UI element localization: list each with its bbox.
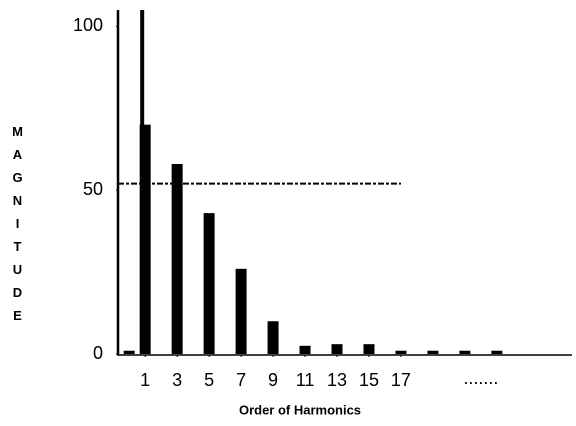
- bar: [267, 321, 279, 354]
- x-tick-label: 17: [391, 370, 411, 390]
- x-tick-label: 1: [140, 370, 150, 390]
- y-tick-label: 50: [83, 179, 103, 199]
- y-tick-label: 100: [73, 15, 103, 35]
- bar: [395, 350, 407, 354]
- bar: [299, 345, 311, 354]
- x-tick-label: 3: [172, 370, 182, 390]
- x-tick-label: 7: [236, 370, 246, 390]
- bar: [427, 350, 439, 354]
- bar: [459, 350, 471, 354]
- x-axis-label: Order of Harmonics: [239, 402, 361, 417]
- annotation: .......: [463, 368, 498, 388]
- bar: [203, 213, 215, 354]
- bar: [123, 350, 135, 354]
- x-tick-label: 9: [268, 370, 278, 390]
- bar: [139, 124, 151, 355]
- bar: [491, 350, 503, 354]
- x-tick-label: 13: [327, 370, 347, 390]
- x-tick-label: 15: [359, 370, 379, 390]
- bar: [363, 344, 375, 354]
- x-tick-label: 11: [296, 370, 315, 390]
- bar: [171, 163, 183, 354]
- y-axis-label: MAGNITUDE: [10, 124, 25, 331]
- y-tick-label: 0: [93, 343, 103, 363]
- bar: [235, 268, 247, 354]
- bar: [331, 344, 343, 354]
- x-tick-label: 5: [204, 370, 214, 390]
